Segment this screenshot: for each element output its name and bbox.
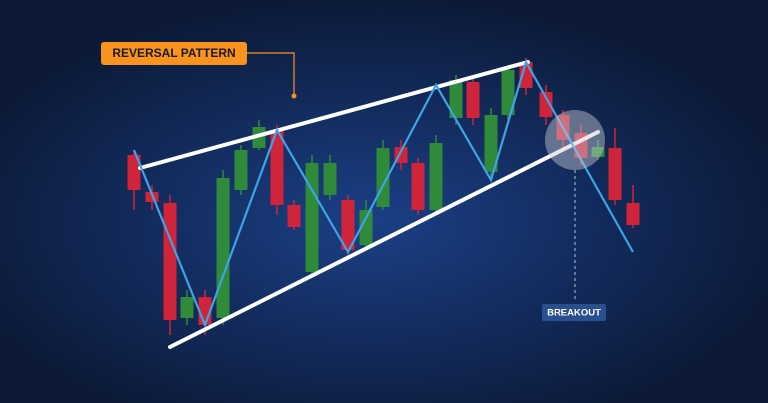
- breakout-badge: [542, 304, 606, 321]
- candle-body: [411, 163, 425, 210]
- candle-body: [449, 80, 463, 118]
- lower-trendline: [168, 130, 600, 349]
- candle-body: [341, 200, 355, 250]
- candle-body: [234, 150, 248, 190]
- candle-body: [359, 210, 373, 245]
- candle-body: [305, 163, 319, 272]
- candle-body: [270, 130, 284, 205]
- candle-body: [501, 70, 515, 115]
- candle-body: [429, 143, 443, 210]
- candle-body: [466, 82, 480, 118]
- candle-body: [484, 115, 498, 172]
- candle-body: [591, 147, 605, 157]
- candle-body: [216, 178, 230, 318]
- candles: [127, 58, 640, 335]
- callout-dot: [291, 93, 297, 99]
- candle-body: [539, 92, 553, 117]
- callout-connector: [247, 52, 295, 95]
- candle-body: [626, 203, 640, 225]
- upper-trendline: [138, 60, 530, 170]
- candle-body: [127, 155, 141, 190]
- candle-body: [287, 205, 301, 227]
- candle-body: [323, 163, 337, 195]
- callout-label: REVERSAL PATTERN: [112, 46, 235, 60]
- candle-body: [180, 297, 194, 318]
- breakout-highlight: [545, 110, 605, 170]
- zigzag-line: [132, 59, 634, 329]
- candle-body: [608, 148, 622, 200]
- breakout-label: BREAKOUT: [547, 308, 601, 319]
- candle-body: [163, 203, 177, 320]
- callout-box: [101, 42, 247, 65]
